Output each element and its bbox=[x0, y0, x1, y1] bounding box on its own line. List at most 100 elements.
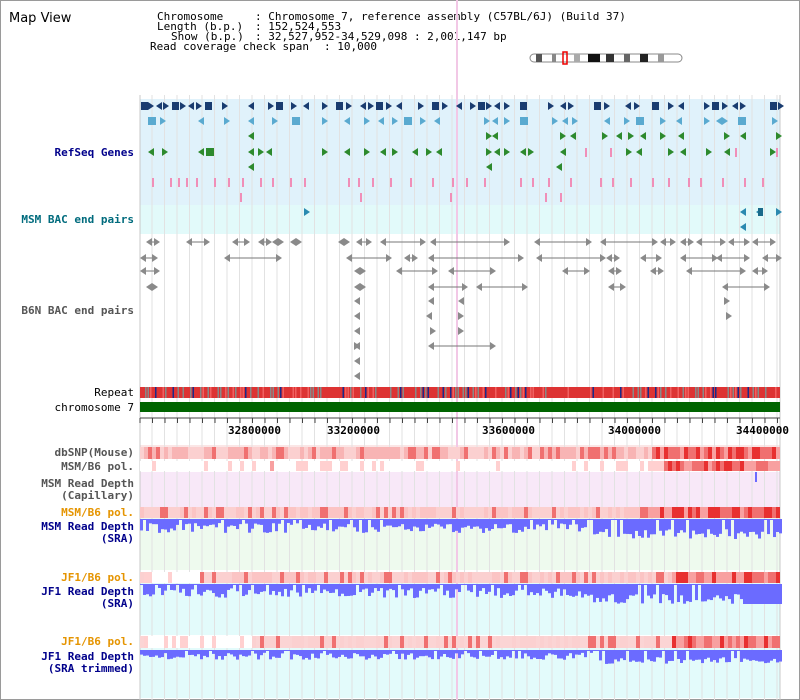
repeat-mark bbox=[677, 387, 679, 398]
depth-bar bbox=[539, 650, 542, 660]
heat-cell bbox=[152, 572, 156, 583]
depth-bar bbox=[233, 650, 236, 657]
depth-bar bbox=[215, 584, 218, 597]
depth-bar bbox=[626, 584, 629, 600]
depth-bar bbox=[776, 584, 779, 604]
heat-cell bbox=[632, 507, 636, 518]
bac-end-arrow bbox=[428, 283, 434, 291]
heat-cell bbox=[708, 507, 712, 518]
depth-bar bbox=[272, 519, 275, 524]
heat-cell bbox=[548, 461, 552, 471]
repeat-mark bbox=[415, 387, 417, 398]
heat-cell bbox=[528, 447, 532, 459]
heat-cell bbox=[772, 447, 776, 459]
heat-cell bbox=[472, 447, 476, 459]
depth-bar bbox=[566, 519, 569, 530]
heat-cell bbox=[204, 636, 208, 648]
gene-mark bbox=[390, 178, 392, 187]
depth-bar bbox=[422, 519, 425, 532]
gene-arrow bbox=[548, 102, 554, 110]
repeat-mark bbox=[702, 387, 704, 398]
heat-cell bbox=[696, 507, 700, 518]
heat-cell bbox=[468, 461, 472, 471]
heat-cell bbox=[148, 447, 152, 459]
depth-bar bbox=[305, 519, 308, 528]
heat-cell bbox=[384, 461, 388, 471]
heat-cell bbox=[504, 507, 508, 518]
heat-cell bbox=[268, 507, 272, 518]
gene-mark bbox=[668, 178, 670, 187]
depth-bar bbox=[479, 650, 482, 651]
heat-cell bbox=[404, 461, 408, 471]
heat-cell bbox=[460, 447, 464, 459]
view-title: Map View bbox=[9, 11, 72, 26]
depth-bar bbox=[722, 584, 725, 601]
heat-cell bbox=[492, 507, 496, 518]
heat-cell bbox=[764, 461, 768, 471]
heat-cell bbox=[748, 461, 752, 471]
depth-bar bbox=[455, 519, 458, 531]
depth-bar bbox=[347, 650, 350, 659]
depth-bar bbox=[458, 650, 461, 659]
heat-cell bbox=[464, 572, 468, 583]
depth-bar bbox=[428, 519, 431, 528]
depth-bar bbox=[239, 519, 242, 525]
depth-bar bbox=[392, 519, 395, 528]
heat-cell bbox=[160, 447, 164, 459]
heat-cell bbox=[208, 461, 212, 471]
gene-mark bbox=[776, 148, 778, 157]
depth-bar bbox=[341, 519, 344, 527]
heat-cell bbox=[764, 507, 768, 518]
heat-cell bbox=[352, 461, 356, 471]
heat-cell bbox=[448, 447, 452, 459]
heat-cell bbox=[440, 461, 444, 471]
gene-arrow bbox=[770, 148, 776, 156]
depth-bar bbox=[743, 650, 746, 659]
gene-arrow bbox=[636, 148, 642, 156]
depth-bar bbox=[650, 584, 653, 599]
heat-cell bbox=[452, 507, 456, 518]
repeat-mark bbox=[645, 387, 647, 398]
depth-bar bbox=[158, 650, 161, 658]
heat-cell bbox=[152, 461, 156, 471]
depth-bar bbox=[530, 519, 533, 520]
bac-end-arrow bbox=[448, 267, 454, 275]
depth-bar bbox=[623, 650, 626, 661]
heat-cell bbox=[316, 507, 320, 518]
heat-cell bbox=[356, 507, 360, 518]
depth-bar bbox=[569, 584, 572, 596]
heat-cell bbox=[756, 636, 760, 648]
depth-bar bbox=[146, 584, 149, 595]
depth-bar bbox=[203, 519, 206, 526]
heat-cell bbox=[600, 572, 604, 583]
heat-cell bbox=[464, 447, 468, 459]
heat-cell bbox=[488, 572, 492, 583]
heat-cell bbox=[732, 447, 736, 459]
repeat-mark bbox=[375, 387, 377, 398]
depth-bar bbox=[716, 584, 719, 596]
gene-arrow bbox=[322, 148, 328, 156]
repeat-mark bbox=[685, 387, 687, 398]
heat-cell bbox=[440, 507, 444, 518]
depth-bar bbox=[461, 650, 464, 655]
heat-cell bbox=[332, 507, 336, 518]
heat-cell bbox=[496, 447, 500, 459]
depth-bar bbox=[743, 519, 746, 534]
depth-bar bbox=[590, 650, 593, 653]
depth-bar bbox=[581, 650, 584, 653]
repeat-mark bbox=[227, 387, 229, 398]
heat-cell bbox=[712, 447, 716, 459]
heat-cell bbox=[612, 636, 616, 648]
depth-bar bbox=[539, 584, 542, 596]
depth-bar bbox=[668, 584, 671, 601]
heat-cell bbox=[620, 461, 624, 471]
bac-end-arrow bbox=[432, 267, 438, 275]
heat-cell bbox=[220, 572, 224, 583]
gene-block bbox=[336, 102, 343, 110]
bac-end-arrow bbox=[476, 283, 482, 291]
depth-bar bbox=[674, 519, 677, 537]
heat-cell bbox=[368, 572, 372, 583]
heat-cell bbox=[596, 507, 600, 518]
heat-cell bbox=[604, 507, 608, 518]
heat-cell bbox=[696, 447, 700, 459]
